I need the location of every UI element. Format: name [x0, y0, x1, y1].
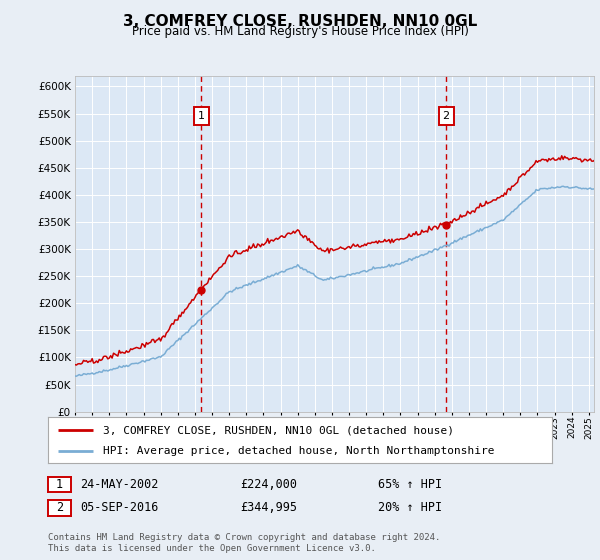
Text: 3, COMFREY CLOSE, RUSHDEN, NN10 0GL (detached house): 3, COMFREY CLOSE, RUSHDEN, NN10 0GL (det…: [103, 425, 454, 435]
Text: 3, COMFREY CLOSE, RUSHDEN, NN10 0GL: 3, COMFREY CLOSE, RUSHDEN, NN10 0GL: [123, 14, 477, 29]
Text: £224,000: £224,000: [240, 478, 297, 491]
Text: 20% ↑ HPI: 20% ↑ HPI: [378, 501, 442, 515]
Text: 1: 1: [56, 478, 63, 491]
Text: 65% ↑ HPI: 65% ↑ HPI: [378, 478, 442, 491]
Text: 24-MAY-2002: 24-MAY-2002: [80, 478, 158, 491]
Text: Contains HM Land Registry data © Crown copyright and database right 2024.
This d: Contains HM Land Registry data © Crown c…: [48, 533, 440, 553]
Text: 1: 1: [198, 111, 205, 122]
Text: 05-SEP-2016: 05-SEP-2016: [80, 501, 158, 515]
Text: Price paid vs. HM Land Registry's House Price Index (HPI): Price paid vs. HM Land Registry's House …: [131, 25, 469, 38]
Text: £344,995: £344,995: [240, 501, 297, 515]
Text: 2: 2: [443, 111, 450, 122]
Text: HPI: Average price, detached house, North Northamptonshire: HPI: Average price, detached house, Nort…: [103, 446, 495, 456]
Text: 2: 2: [56, 501, 63, 515]
